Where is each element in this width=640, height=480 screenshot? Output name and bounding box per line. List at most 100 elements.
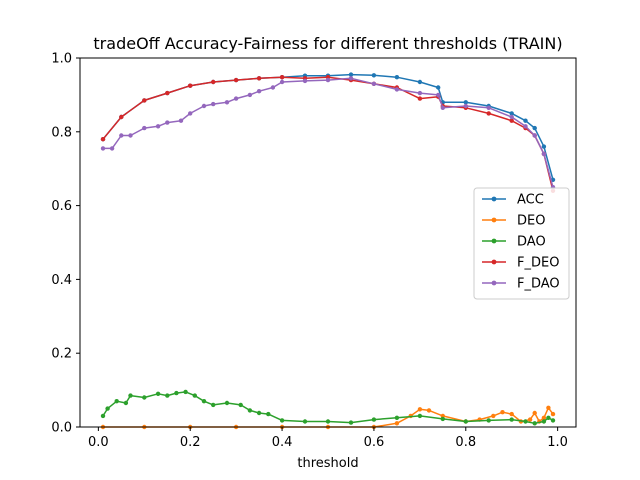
data-point xyxy=(325,77,331,83)
data-point xyxy=(155,124,161,129)
data-point xyxy=(165,120,170,125)
series-acc xyxy=(100,72,556,182)
data-point xyxy=(105,406,110,411)
data-point xyxy=(491,413,496,419)
data-point xyxy=(541,144,547,149)
data-point xyxy=(302,419,308,424)
data-point xyxy=(426,408,432,413)
series-dao xyxy=(100,389,556,426)
data-point xyxy=(436,85,441,90)
data-point xyxy=(486,105,491,111)
data-point xyxy=(183,389,188,395)
data-point xyxy=(532,125,537,131)
data-point xyxy=(123,400,129,406)
data-point xyxy=(394,87,400,92)
data-point xyxy=(174,390,179,396)
data-point xyxy=(509,114,514,120)
data-point xyxy=(279,75,285,80)
data-point xyxy=(188,83,193,88)
data-point xyxy=(128,393,133,398)
data-point xyxy=(541,415,547,420)
data-point xyxy=(523,118,528,123)
data-point xyxy=(523,419,528,424)
data-point xyxy=(256,76,262,81)
data-point xyxy=(233,77,239,83)
data-point xyxy=(394,415,400,420)
x-tick-label: 0.4 xyxy=(272,435,293,450)
series-line xyxy=(102,391,554,425)
legend-marker xyxy=(491,259,497,265)
legend-item-dao: DAO xyxy=(482,235,546,250)
data-point xyxy=(100,146,106,151)
data-point xyxy=(224,400,230,406)
x-tick-label: 1.0 xyxy=(547,435,568,450)
data-point xyxy=(302,78,308,84)
legend-marker xyxy=(491,217,497,223)
data-point xyxy=(119,133,124,138)
legend-label: DAO xyxy=(517,235,546,250)
data-point xyxy=(224,100,230,105)
data-point xyxy=(238,402,243,408)
data-point xyxy=(486,418,491,423)
data-point xyxy=(532,410,537,416)
series-f-dao xyxy=(100,76,556,190)
y-tick-label: 0.6 xyxy=(51,199,72,214)
series-line xyxy=(102,76,554,191)
data-point xyxy=(500,410,505,415)
data-point xyxy=(532,421,537,426)
data-point xyxy=(114,399,119,404)
legend-item-f-dao: F_DAO xyxy=(482,277,560,292)
x-tick-label: 0.0 xyxy=(88,435,109,450)
data-point xyxy=(178,118,184,123)
data-point xyxy=(394,75,400,80)
y-tick-label: 1.0 xyxy=(51,52,72,67)
data-point xyxy=(509,118,514,123)
data-point xyxy=(256,89,262,94)
data-point xyxy=(463,100,468,105)
data-point xyxy=(211,79,216,85)
data-point xyxy=(348,72,354,77)
data-point xyxy=(348,76,354,81)
data-point xyxy=(109,146,115,151)
data-point xyxy=(128,133,133,138)
data-point xyxy=(142,98,147,103)
data-point xyxy=(100,137,106,142)
series-f-deo xyxy=(100,75,556,193)
data-point xyxy=(270,85,276,90)
data-point xyxy=(417,96,423,101)
data-point xyxy=(188,111,193,116)
data-point xyxy=(509,417,514,422)
data-point xyxy=(256,410,262,416)
series-line xyxy=(103,77,554,188)
data-point xyxy=(550,418,556,423)
y-tick-label: 0.0 xyxy=(51,421,72,436)
data-point xyxy=(417,79,423,85)
series-line xyxy=(102,73,554,180)
axes-frame xyxy=(79,57,577,428)
data-point xyxy=(279,418,285,423)
plot-area: 0.0 0.2 0.4 0.6 0.8 1.0 0.0 0.2 0.4 0.6 0.8 1.0 xyxy=(51,52,577,450)
x-tick-label: 0.6 xyxy=(364,435,385,450)
data-point xyxy=(165,90,170,96)
data-point xyxy=(440,105,445,111)
data-point xyxy=(371,417,377,422)
data-point xyxy=(541,151,547,157)
x-tick-label: 0.8 xyxy=(455,435,476,450)
data-point xyxy=(211,101,216,107)
data-point xyxy=(371,73,377,78)
data-point xyxy=(463,103,468,109)
data-point xyxy=(532,133,537,138)
data-point xyxy=(440,416,445,422)
data-point xyxy=(142,395,147,400)
data-point xyxy=(417,407,423,412)
data-point xyxy=(550,411,556,417)
data-point xyxy=(527,417,533,422)
data-point xyxy=(247,408,253,413)
legend-marker xyxy=(491,238,497,244)
series-line xyxy=(103,407,554,428)
data-point xyxy=(463,419,468,424)
data-point xyxy=(211,402,216,408)
data-point xyxy=(486,111,491,116)
legend-item-deo: DEO xyxy=(482,214,545,229)
